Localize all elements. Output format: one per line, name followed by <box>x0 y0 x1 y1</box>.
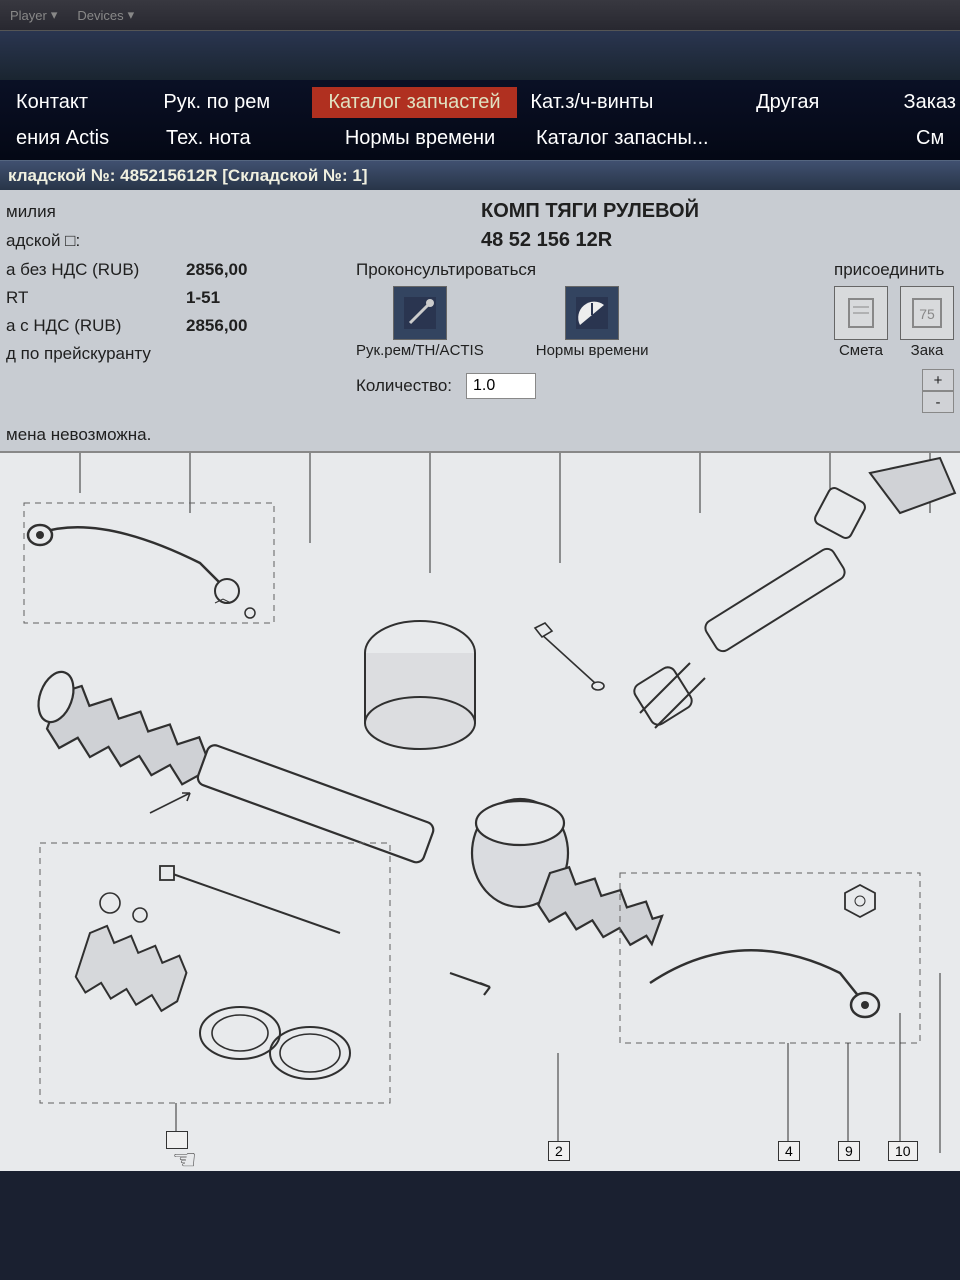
menu-time-norms[interactable]: Нормы времени <box>320 123 520 154</box>
menu-other[interactable]: Другая <box>740 87 887 118</box>
consult-block: Проконсультироваться Рук.рем/TH/ACTIS Но… <box>356 260 804 413</box>
menu-blank <box>750 134 900 142</box>
parts-diagram[interactable]: ☜ 2 4 9 10 <box>0 451 960 1171</box>
pointer-cursor-icon: ☜ <box>172 1143 197 1171</box>
price-with-vat-value: 2856,00 <box>186 316 247 336</box>
price-no-vat-label: а без НДС (RUB) <box>6 260 186 280</box>
menu-repair-manual[interactable]: Рук. по рем <box>147 87 314 118</box>
menu-contact[interactable]: Контакт <box>0 87 147 118</box>
menu-actis[interactable]: ения Actis <box>0 123 150 154</box>
part-code: 48 52 156 12R <box>481 229 612 252</box>
qty-plus-button[interactable]: + <box>922 369 954 391</box>
pricelist-label: д по прейскуранту <box>6 344 151 364</box>
chevron-down-icon: ▾ <box>51 7 58 23</box>
price-block: а без НДС (RUB) 2856,00 RT 1-51 а с НДС … <box>6 260 326 413</box>
order-button[interactable]: 75 <box>900 286 954 340</box>
vm-devices-menu[interactable]: Devices ▾ <box>77 7 134 23</box>
window-chrome-gap <box>0 30 960 80</box>
clock-icon <box>572 293 612 333</box>
estimate-button[interactable] <box>834 286 888 340</box>
time-caption: Нормы времени <box>536 342 649 359</box>
part-name: КОМП ТЯГИ РУЛЕВОЙ <box>481 200 699 223</box>
price-with-vat-label: а с НДС (RUB) <box>6 316 186 336</box>
vm-player-menu[interactable]: Player ▾ <box>10 7 57 23</box>
time-norms-button[interactable] <box>565 286 619 340</box>
family-label: милия <box>6 202 181 222</box>
callout-10[interactable]: 10 <box>888 1141 918 1161</box>
rt-value: 1-51 <box>186 288 220 308</box>
order-caption: Зака <box>911 342 944 359</box>
vm-toolbar: Player ▾ Devices ▾ <box>0 0 960 30</box>
main-menu: Контакт Рук. по рем Каталог запчастей Ка… <box>0 80 960 160</box>
manual-button[interactable] <box>393 286 447 340</box>
rt-label: RT <box>6 288 186 308</box>
menu-estimate[interactable]: См <box>900 123 960 154</box>
stock-label: адской □: <box>6 231 181 251</box>
menu-parts-catalog[interactable]: Каталог запчастей <box>312 87 516 118</box>
part-info-panel: милия КОМП ТЯГИ РУЛЕВОЙ адской □: 48 52 … <box>0 190 960 451</box>
callout-9[interactable]: 9 <box>838 1141 860 1161</box>
consult-title: Проконсультироваться <box>356 260 804 280</box>
replacement-note: мена невозможна. <box>6 425 954 445</box>
callout-4[interactable]: 4 <box>778 1141 800 1161</box>
quantity-input[interactable] <box>466 373 536 399</box>
menu-screws-catalog[interactable]: Кат.з/ч-винты <box>514 87 740 118</box>
menu-spare-catalog[interactable]: Каталог запасны... <box>520 123 750 154</box>
chevron-down-icon: ▾ <box>128 7 135 23</box>
quantity-label: Количество: <box>356 376 452 396</box>
menu-tech-note[interactable]: Тех. нота <box>150 123 320 154</box>
qty-minus-button[interactable]: - <box>922 391 954 413</box>
attach-title: присоединить <box>834 260 954 280</box>
estimate-caption: Смета <box>839 342 883 359</box>
wrench-icon <box>400 293 440 333</box>
manual-caption: Рук.рем/TH/ACTIS <box>356 342 484 359</box>
svg-text:75: 75 <box>919 306 935 322</box>
callout-2[interactable]: 2 <box>548 1141 570 1161</box>
menu-order[interactable]: Заказ <box>888 87 960 118</box>
attach-block: присоединить Смета 75 Зака + - <box>834 260 954 413</box>
price-no-vat-value: 2856,00 <box>186 260 247 280</box>
window-title: кладской №: 485215612R [Складской №: 1] <box>0 160 960 190</box>
document-icon <box>841 293 881 333</box>
cart-icon: 75 <box>907 293 947 333</box>
